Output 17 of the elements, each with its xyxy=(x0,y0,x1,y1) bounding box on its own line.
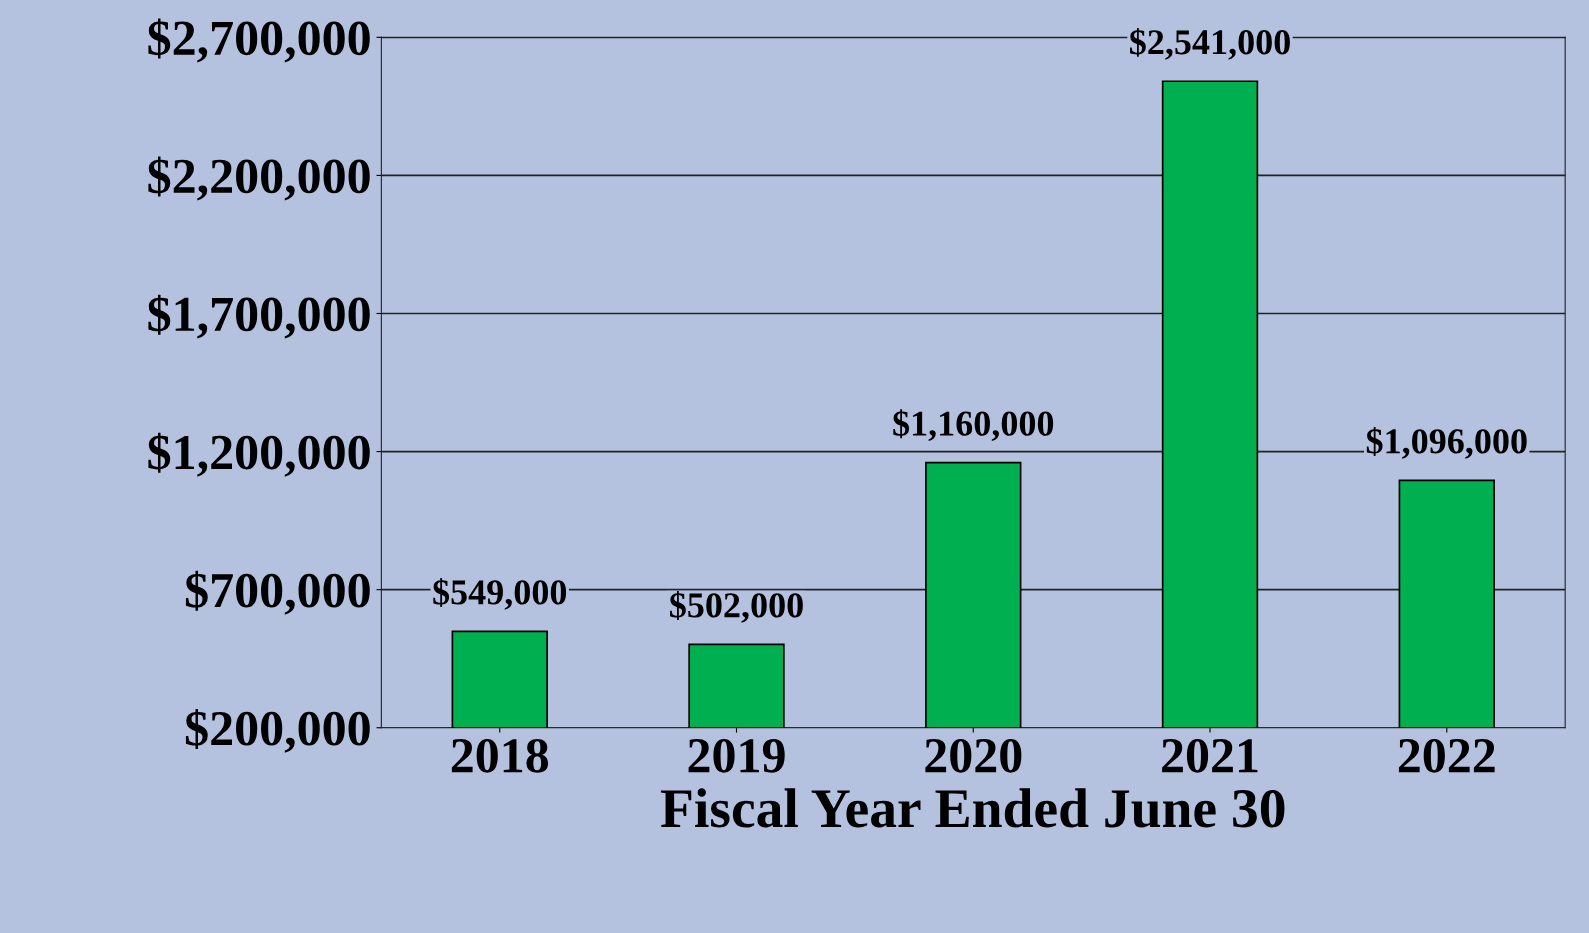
data-label: $1,096,000 xyxy=(1366,427,1527,459)
data-label: $549,000 xyxy=(433,578,567,610)
y-tick-label: $2,700,000 xyxy=(148,18,370,63)
y-tick-label: $200,000 xyxy=(185,708,370,753)
x-tick-label: 2021 xyxy=(1162,738,1258,773)
x-tick-label: 2022 xyxy=(1398,738,1495,773)
data-label: $502,000 xyxy=(670,591,803,623)
x-tick-label: 2020 xyxy=(925,738,1022,773)
x-axis-title: Fiscal Year Ended June 30 xyxy=(660,788,1285,828)
x-tick-label: 2018 xyxy=(451,738,549,773)
data-label: $2,541,000 xyxy=(1130,27,1290,60)
data-label: $1,160,000 xyxy=(893,409,1054,442)
y-tick-label: $1,200,000 xyxy=(148,432,370,477)
y-tick-label: $2,200,000 xyxy=(148,156,370,201)
y-tick-label: $700,000 xyxy=(185,570,370,615)
y-tick-label: $1,700,000 xyxy=(148,294,370,339)
x-tick-label: 2019 xyxy=(688,738,785,773)
